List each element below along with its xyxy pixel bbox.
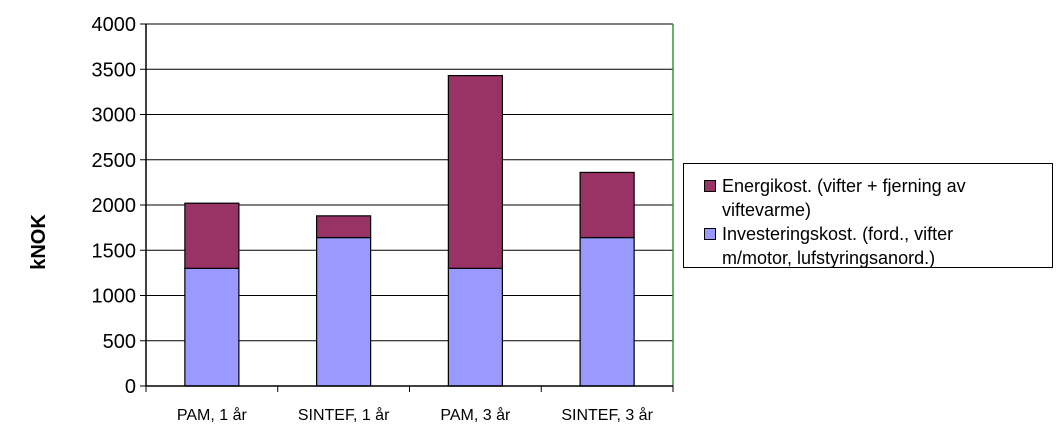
legend-swatch-investment [704,228,716,240]
y-tick-labels: 0 500 1000 1500 2000 2500 3000 3500 4000 [92,14,137,398]
legend-item-energy: Energikost. (vifter + fjerning av viftev… [704,174,966,222]
y-tick-label: 3500 [92,59,137,81]
bar-energy [184,202,240,269]
bar-energy [316,215,372,239]
y-tick-label: 3000 [92,105,137,127]
y-tick-label: 2000 [92,195,137,217]
bar-energy [447,74,503,269]
bar-energy [579,171,635,239]
x-tick-label: PAM, 1 år [177,406,248,424]
legend: Energikost. (vifter + fjerning av viftev… [683,163,1053,268]
y-tick-label: 2500 [92,150,137,172]
legend-item-investment: Investeringskost. (ford., vifter m/motor… [704,222,953,270]
bar-investment [184,267,240,387]
bar-investment [447,267,503,387]
bars [184,74,635,387]
bar-investment [579,236,635,387]
bar-investment [316,236,372,387]
y-axis-label: kNOK [28,214,50,270]
y-tick-label: 500 [103,331,136,353]
legend-label-investment: Investeringskost. (ford., vifter m/motor… [722,224,954,268]
legend-swatch-energy [704,180,716,192]
y-tick-label: 1000 [92,286,137,308]
y-tick-label: 0 [125,376,136,398]
x-tick-label: SINTEF, 1 år [298,406,390,424]
axes [140,23,674,392]
x-tick-labels: PAM, 1 år SINTEF, 1 år PAM, 3 år SINTEF, 3 … [177,406,654,424]
y-tick-label: 1500 [92,240,137,262]
y-tick-label: 4000 [92,14,137,36]
legend-label-energy: Energikost. (vifter + fjerning av viftev… [722,176,966,220]
x-tick-label: SINTEF, 3 år [561,406,653,424]
x-tick-label: PAM, 3 år [440,406,511,424]
